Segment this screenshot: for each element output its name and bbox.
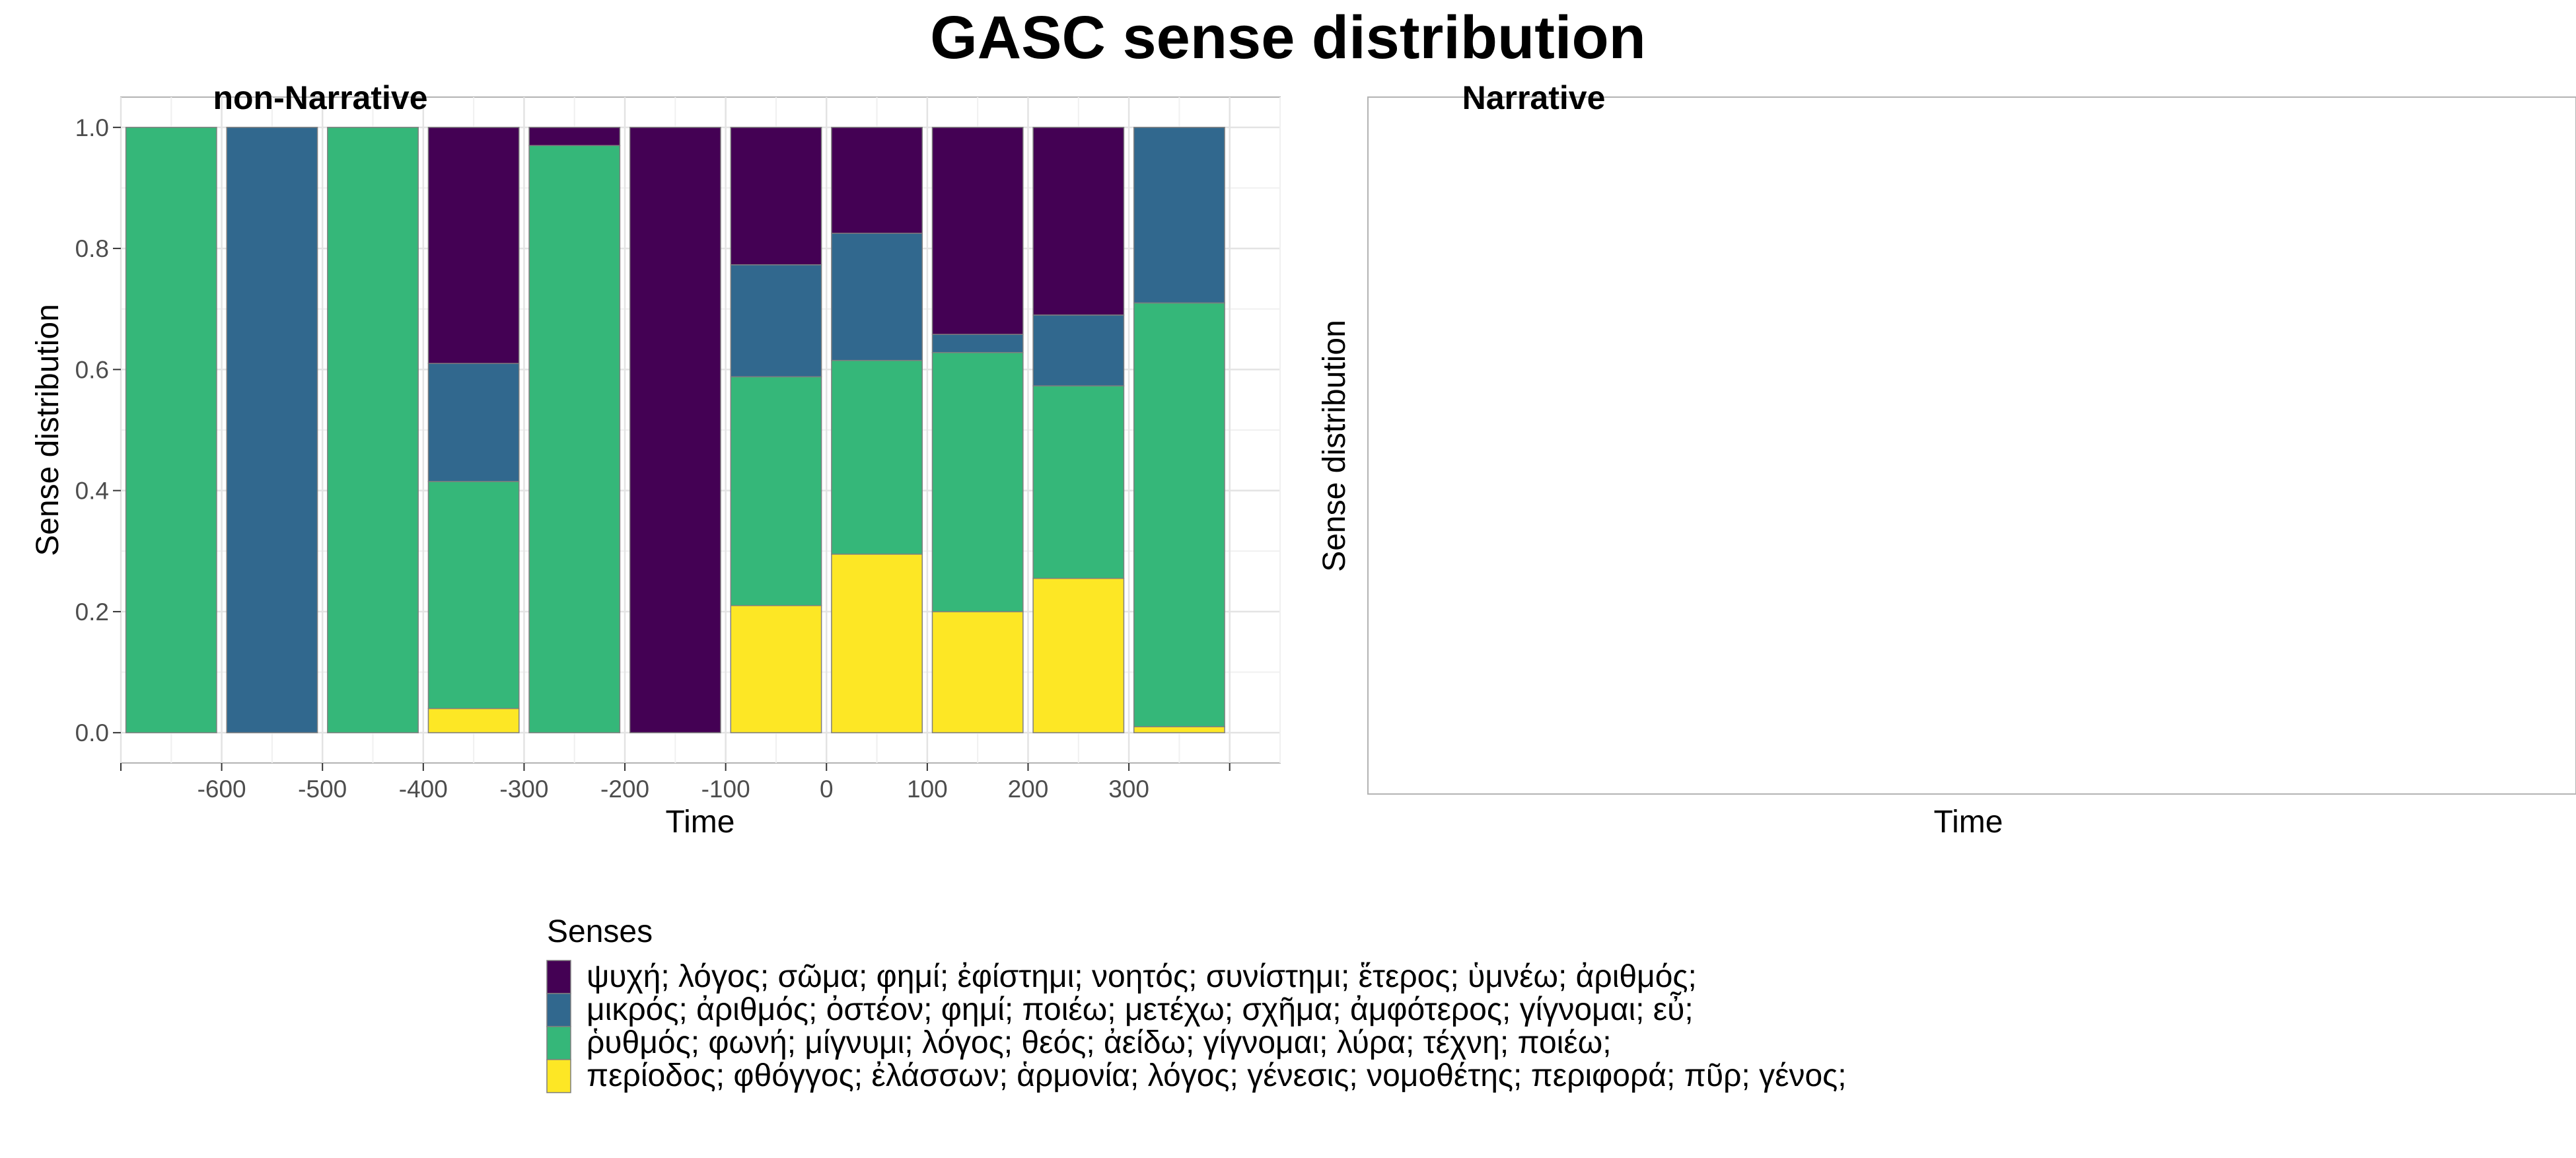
bar-segment [125, 127, 217, 733]
x-axis-label: Time [1934, 805, 2003, 840]
bar-segment [831, 359, 923, 555]
x-tick-label: -400 [399, 776, 448, 803]
bar-segment [730, 127, 822, 266]
bar-segment [1032, 577, 1125, 733]
bar-segment [730, 264, 822, 378]
x-tick-label: -600 [197, 776, 246, 803]
legend-entries: ψυχή; λόγος; σῶμα; φημί; ἐφίστημι; νοητό… [546, 959, 1847, 1093]
legend-key [546, 960, 571, 994]
x-tick-label: 300 [1108, 776, 1149, 803]
panel-strip-label: Narrative [1462, 79, 1606, 116]
bar-segment [1032, 127, 1125, 316]
bar-segment [1032, 385, 1125, 579]
bar-segment [528, 127, 621, 147]
x-tick-label: 100 [907, 776, 948, 803]
bar-segment [931, 127, 1024, 335]
x-axis-label: Time [666, 805, 735, 840]
x-tick-label: -500 [298, 776, 347, 803]
panel-narrative: Narrative Time Sense distribution [1317, 79, 2576, 840]
x-tick-label: -200 [600, 776, 649, 803]
y-tick-label: 1.0 [75, 114, 109, 141]
x-tick-label: -100 [701, 776, 750, 803]
bar-segment [931, 334, 1024, 353]
panel-non-narrative: 0.00.20.40.60.81.0 -600 -500 -400 -300 -200-… [30, 79, 1281, 840]
bar-segment [931, 611, 1024, 733]
bar-segment [427, 127, 520, 364]
bar-segment [1133, 127, 1225, 304]
legend-key [546, 1059, 571, 1093]
y-axis-label: Sense distribution [30, 304, 65, 556]
bar-segment [730, 376, 822, 606]
bar-segment [427, 363, 520, 482]
bar-segment [831, 554, 923, 733]
chart-title: GASC sense distribution [930, 4, 1646, 71]
x-tick-label: 200 [1008, 776, 1049, 803]
x-tick-label: -300 [499, 776, 548, 803]
legend-key [546, 993, 571, 1027]
y-axis-label: Sense distribution [1317, 320, 1352, 572]
bar-segment [1032, 314, 1125, 386]
bar-segment [730, 604, 822, 733]
bar-segment [931, 351, 1024, 612]
y-tick-label: 0.0 [75, 719, 109, 746]
bar-segment [327, 127, 419, 733]
legend-label: περίοδος; φθόγγος; ἐλάσσων; ἁρμονία; λόγ… [587, 1058, 1847, 1093]
x-tick-label: 0 [820, 776, 834, 803]
bars [125, 127, 1225, 733]
legend-label: ῥυθμός; φωνή; μίγνυμι; λόγος; θεός; ἀείδ… [587, 1025, 1612, 1060]
bar-segment [831, 127, 923, 234]
panel-strip-label: non-Narrative [213, 79, 427, 116]
bar-segment [226, 127, 318, 733]
legend-label: μικρός; ἀριθμός; ὀστέον; φημί; ποιέω; με… [587, 991, 1694, 1027]
legend-title: Senses [547, 914, 653, 949]
legend-label: ψυχή; λόγος; σῶμα; φημί; ἐφίστημι; νοητό… [587, 959, 1697, 994]
y-tick-label: 0.4 [75, 478, 109, 505]
bar-segment [629, 127, 721, 733]
bar-segment [831, 233, 923, 361]
legend-key [546, 1026, 571, 1060]
bar-segment [1133, 302, 1225, 727]
y-tick-labels: 0.0 0.2 0.4 0.6 0.8 1.0 [75, 114, 121, 746]
bar-segment [427, 481, 520, 709]
x-tick-labels: -600 -500 -400 -300 -200 -100 0 100 200 300 [120, 763, 1231, 803]
bar-segment [1133, 726, 1225, 733]
legend: Senses ψυχή; λόγος; σῶμα; φημί; ἐφίστημι… [546, 914, 1847, 1093]
y-tick-label: 0.2 [75, 598, 109, 626]
bar-segment [528, 145, 621, 733]
y-tick-label: 0.8 [75, 235, 109, 262]
y-tick-label: 0.6 [75, 356, 109, 383]
panel-background [1367, 96, 2576, 795]
bar-segment [427, 707, 520, 733]
